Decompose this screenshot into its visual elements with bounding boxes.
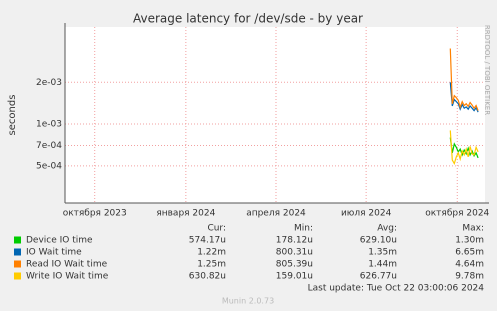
x-tick-label: июля 2024 bbox=[341, 209, 392, 219]
summary-value: 805.39u bbox=[276, 260, 313, 270]
summary-value: 626.77u bbox=[360, 272, 397, 282]
series-line bbox=[449, 130, 479, 165]
y-tick-label: 7e-04 bbox=[36, 141, 62, 151]
summary-value: 159.01u bbox=[276, 272, 313, 282]
x-tick-label: октября 2024 bbox=[425, 209, 489, 219]
summary-header: Max: bbox=[462, 224, 484, 234]
legend-swatch bbox=[14, 260, 21, 268]
x-tick-label: января 2024 bbox=[156, 209, 215, 219]
summary-value: 1.22m bbox=[197, 248, 226, 258]
y-tick-label: 1e-03 bbox=[36, 120, 62, 130]
summary-value: 1.25m bbox=[197, 260, 226, 270]
summary-value: 1.35m bbox=[368, 248, 397, 258]
plot-area bbox=[65, 27, 485, 203]
y-tick-label: 5e-04 bbox=[36, 161, 62, 171]
summary-value: 574.17u bbox=[189, 236, 226, 246]
summary-value: 629.10u bbox=[360, 236, 397, 246]
summary-value: 4.64m bbox=[455, 260, 484, 270]
x-tick-label: апреля 2024 bbox=[246, 209, 306, 219]
footer: Munin 2.0.73 bbox=[222, 297, 274, 306]
summary-header: Min: bbox=[294, 224, 313, 234]
series-line bbox=[449, 48, 479, 111]
summary-value: 800.31u bbox=[276, 248, 313, 258]
legend-label: Device IO time bbox=[26, 236, 93, 246]
summary-value: 630.82u bbox=[189, 272, 226, 282]
legend-label: IO Wait time bbox=[26, 248, 82, 258]
legend-label: Write IO Wait time bbox=[26, 272, 109, 282]
summary-header: Cur: bbox=[207, 224, 226, 234]
legend-swatch bbox=[14, 272, 21, 280]
legend-label: Read IO Wait time bbox=[26, 260, 108, 270]
x-tick-label: октября 2023 bbox=[63, 209, 127, 219]
last-update: Last update: Tue Oct 22 03:00:06 2024 bbox=[308, 284, 485, 294]
summary-header: Avg: bbox=[377, 224, 397, 234]
summary-value: 1.30m bbox=[455, 236, 484, 246]
y-tick-label: 2e-03 bbox=[36, 78, 62, 88]
summary-value: 6.65m bbox=[455, 248, 484, 258]
legend-swatch bbox=[14, 248, 21, 256]
summary-value: 9.78m bbox=[455, 272, 484, 282]
y-axis-label: seconds bbox=[7, 95, 18, 136]
summary-value: 1.44m bbox=[368, 260, 397, 270]
side-text: RRDTOOL / TOBI OETIKER bbox=[483, 25, 491, 115]
summary-value: 178.12u bbox=[276, 236, 313, 246]
chart-title: Average latency for /dev/sde - by year bbox=[133, 12, 363, 26]
legend-swatch bbox=[14, 236, 21, 244]
series-line bbox=[449, 82, 479, 113]
